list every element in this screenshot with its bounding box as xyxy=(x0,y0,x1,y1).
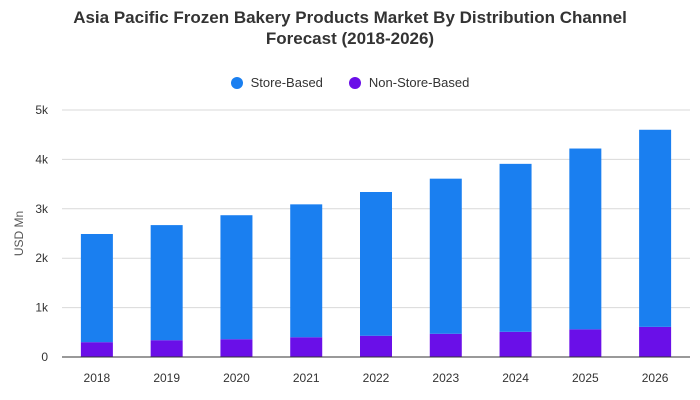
bar-store-based-2022 xyxy=(360,192,392,336)
legend-item-non-store-based[interactable]: Non-Store-Based xyxy=(348,75,470,90)
y-tick-label: 5k xyxy=(35,103,49,117)
legend-swatch-non-store-based xyxy=(348,76,361,89)
x-tick-label: 2023 xyxy=(432,371,459,385)
y-tick-label: 0 xyxy=(41,350,48,364)
bar-non-store-based-2020 xyxy=(220,339,253,357)
legend-label-store-based: Store-Based xyxy=(250,75,323,90)
bar-non-store-based-2025 xyxy=(569,329,602,357)
bar-store-based-2019 xyxy=(150,225,183,341)
bar-store-based-2026 xyxy=(639,129,672,327)
x-tick-label: 2019 xyxy=(153,371,180,385)
bar-store-based-2024 xyxy=(499,163,532,332)
bar-non-store-based-2021 xyxy=(290,337,323,357)
x-tick-label: 2026 xyxy=(642,371,669,385)
x-tick-label: 2020 xyxy=(223,371,250,385)
bar-store-based-2020 xyxy=(220,215,253,340)
x-tick-label: 2018 xyxy=(84,371,111,385)
y-tick-label: 1k xyxy=(35,301,49,315)
y-tick-label: 4k xyxy=(35,152,49,166)
bar-non-store-based-2023 xyxy=(429,333,462,357)
chart-title-line-1: Asia Pacific Frozen Bakery Products Mark… xyxy=(73,8,627,27)
bar-store-based-2023 xyxy=(429,178,462,334)
legend-item-store-based[interactable]: Store-Based xyxy=(230,75,323,90)
bar-store-based-2018 xyxy=(80,233,113,343)
bar-non-store-based-2018 xyxy=(80,342,113,357)
bar-non-store-based-2024 xyxy=(499,331,532,357)
legend-swatch-store-based xyxy=(230,76,243,89)
chart-title-line-2: Forecast (2018-2026) xyxy=(265,29,435,48)
y-axis-label: USD Mn xyxy=(12,211,26,256)
y-tick-label: 3k xyxy=(35,202,49,216)
bar-non-store-based-2022 xyxy=(360,335,392,357)
bar-store-based-2025 xyxy=(569,148,602,330)
chart-title: Asia Pacific Frozen Bakery Products Mark… xyxy=(0,7,700,49)
x-tick-label: 2025 xyxy=(572,371,599,385)
x-tick-label: 2021 xyxy=(293,371,320,385)
bar-non-store-based-2026 xyxy=(639,326,672,357)
chart-legend: Store-Based Non-Store-Based xyxy=(0,75,700,90)
y-tick-label: 2k xyxy=(35,251,49,265)
bar-non-store-based-2019 xyxy=(150,340,183,357)
x-tick-label: 2024 xyxy=(502,371,529,385)
bar-store-based-2021 xyxy=(290,204,323,338)
x-tick-label: 2022 xyxy=(363,371,390,385)
legend-label-non-store-based: Non-Store-Based xyxy=(368,75,470,90)
